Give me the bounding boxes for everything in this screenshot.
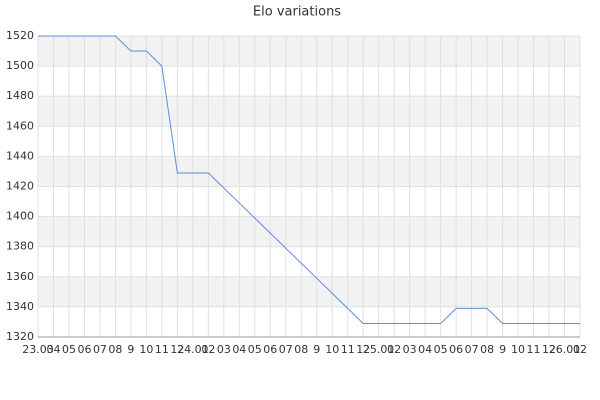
x-tick-label: 05 bbox=[62, 343, 76, 356]
x-tick-label: 26.01 bbox=[549, 343, 581, 356]
y-tick-label: 1340 bbox=[6, 300, 34, 313]
x-tick-label: 06 bbox=[449, 343, 463, 356]
x-tick-label: 08 bbox=[108, 343, 122, 356]
x-tick-label: 08 bbox=[480, 343, 494, 356]
x-tick-label: 23.03 bbox=[22, 343, 54, 356]
y-tick-label: 1520 bbox=[6, 29, 34, 42]
grid-band bbox=[38, 276, 580, 307]
x-tick-label: 07 bbox=[279, 343, 293, 356]
y-tick-label: 1420 bbox=[6, 180, 34, 193]
x-tick-label: 11 bbox=[341, 343, 355, 356]
x-tick-label: 02 bbox=[573, 343, 587, 356]
x-tick-label: 07 bbox=[465, 343, 479, 356]
chart-title: Elo variations bbox=[253, 5, 341, 20]
x-tick-label: 07 bbox=[93, 343, 107, 356]
y-tick-label: 1460 bbox=[6, 119, 34, 132]
grid-band bbox=[38, 156, 580, 187]
x-tick-label: 08 bbox=[294, 343, 308, 356]
x-tick-label: 9 bbox=[499, 343, 506, 356]
grid-band bbox=[38, 36, 580, 67]
x-tick-label: 11 bbox=[527, 343, 541, 356]
x-tick-label: 05 bbox=[248, 343, 262, 356]
x-tick-label: 10 bbox=[139, 343, 153, 356]
x-tick-label: 03 bbox=[217, 343, 231, 356]
x-tick-label: 02 bbox=[387, 343, 401, 356]
x-tick-label: 12 bbox=[356, 343, 370, 356]
x-tick-label: 02 bbox=[201, 343, 215, 356]
y-tick-label: 1360 bbox=[6, 270, 34, 283]
x-tick-label: 04 bbox=[418, 343, 432, 356]
x-tick-label: 24.01 bbox=[177, 343, 209, 356]
x-tick-label: 04 bbox=[232, 343, 246, 356]
x-tick-label: 05 bbox=[434, 343, 448, 356]
y-tick-label: 1500 bbox=[6, 59, 34, 72]
y-tick-label: 1320 bbox=[6, 330, 34, 343]
line bbox=[38, 35, 580, 324]
x-tick-label: 06 bbox=[77, 343, 91, 356]
x-tick-label: 12 bbox=[170, 343, 184, 356]
x-tick-label: 04 bbox=[46, 343, 60, 356]
x-tick-label: 12 bbox=[542, 343, 556, 356]
x-tick-label: 9 bbox=[127, 343, 134, 356]
x-tick-label: 9 bbox=[313, 343, 320, 356]
grid-band bbox=[38, 216, 580, 247]
x-tick-label: 11 bbox=[155, 343, 169, 356]
y-tick-label: 1380 bbox=[6, 240, 34, 253]
x-tick-label: 25.01 bbox=[363, 343, 395, 356]
y-tick-label: 1400 bbox=[6, 210, 34, 223]
x-tick-label: 10 bbox=[325, 343, 339, 356]
y-tick-label: 1440 bbox=[6, 149, 34, 162]
grid-band bbox=[38, 96, 580, 127]
x-tick-label: 10 bbox=[511, 343, 525, 356]
x-tick-label: 03 bbox=[403, 343, 417, 356]
y-tick-label: 1480 bbox=[6, 89, 34, 102]
x-tick-label: 06 bbox=[263, 343, 277, 356]
